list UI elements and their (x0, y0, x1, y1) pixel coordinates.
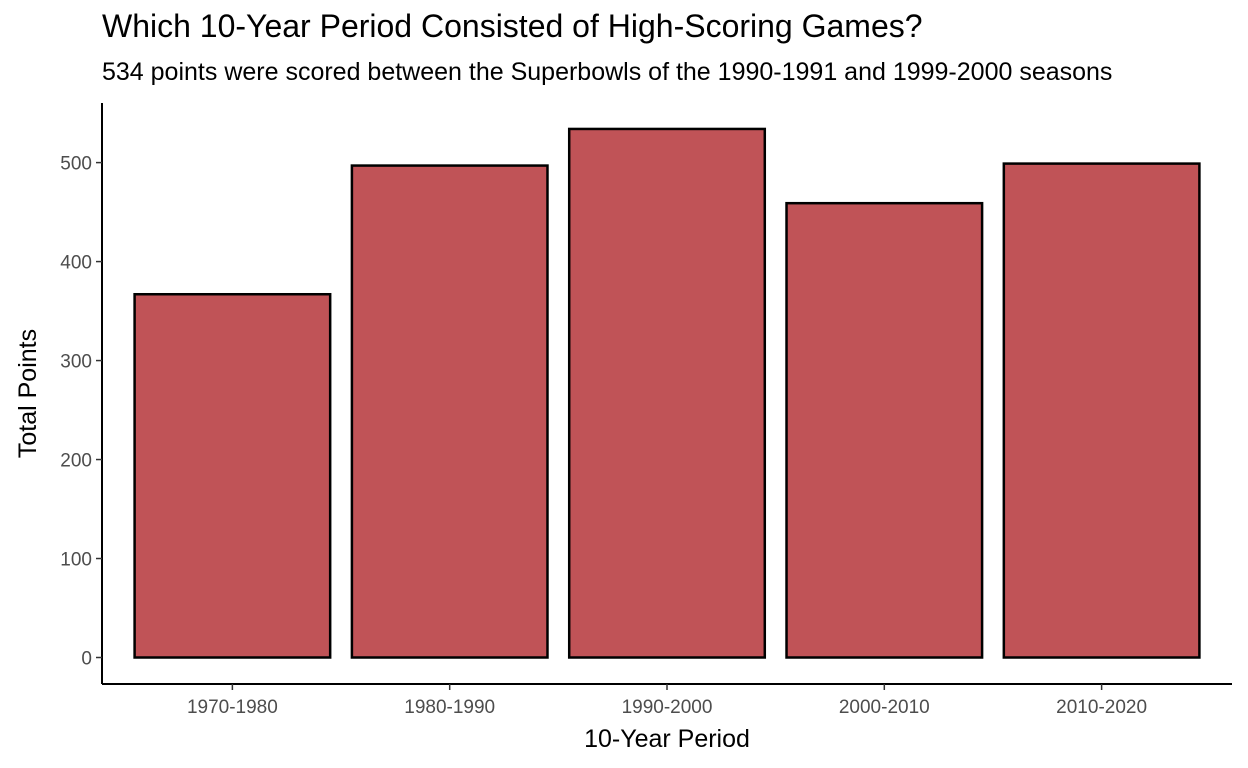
chart-subtitle: 534 points were scored between the Super… (102, 58, 1113, 86)
bar-1980-1990 (350, 164, 549, 659)
bar-1970-1980 (133, 292, 332, 659)
y-tick-label-400: 400 (60, 253, 92, 274)
y-tick-label-200: 200 (60, 451, 92, 472)
bars-layer (133, 127, 1201, 659)
bar-1990-2000 (567, 127, 767, 659)
y-tick-label-300: 300 (60, 352, 92, 373)
y-tick-label-500: 500 (60, 154, 92, 175)
x-axis-title: 10-Year Period (584, 725, 750, 753)
y-tick-label-100: 100 (60, 550, 92, 571)
x-tick-label-1980-1990: 1980-1990 (404, 697, 495, 718)
x-tick-label-1990-2000: 1990-2000 (622, 697, 713, 718)
bar-2000-2010 (785, 201, 984, 659)
bar-2010-2020 (1002, 162, 1201, 659)
chart-title: Which 10-Year Period Consisted of High-S… (102, 8, 923, 44)
x-tick-label-2000-2010: 2000-2010 (839, 697, 930, 718)
y-tick-label-0: 0 (81, 649, 92, 670)
y-axis-title: Total Points (14, 329, 42, 458)
y-axis: 0 100 200 300 400 500 (60, 103, 103, 684)
x-tick-label-1970-1980: 1970-1980 (187, 697, 278, 718)
x-tick-label-2010-2020: 2010-2020 (1056, 697, 1147, 718)
x-axis: 1970-1980 1980-1990 1990-2000 2000-2010 2010… (102, 683, 1232, 718)
